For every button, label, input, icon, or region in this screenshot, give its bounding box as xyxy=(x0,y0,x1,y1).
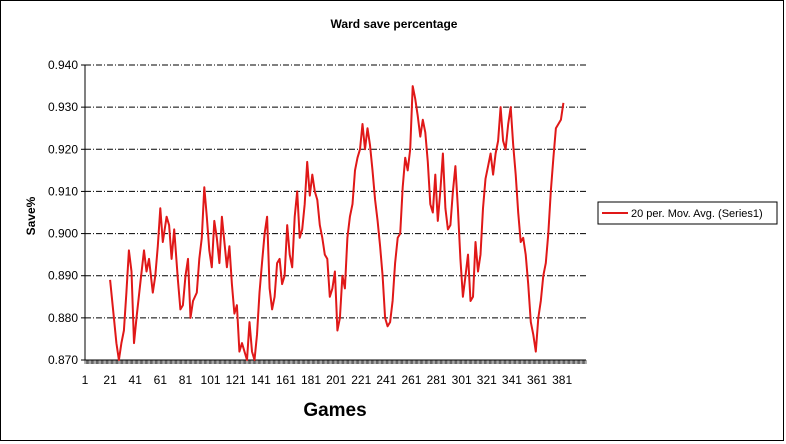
x-tick-label: 361 xyxy=(527,373,547,387)
x-tick-label: 81 xyxy=(179,373,193,387)
chart-title: Ward save percentage xyxy=(331,17,458,31)
x-tick-label: 161 xyxy=(276,373,296,387)
x-tick-label: 21 xyxy=(103,373,117,387)
x-tick-label: 321 xyxy=(477,373,497,387)
legend-box xyxy=(597,201,778,225)
legend-label: 20 per. Mov. Avg. (Series1) xyxy=(631,208,763,220)
x-tick-label: 261 xyxy=(401,373,421,387)
y-axis-label: Save% xyxy=(24,196,38,235)
x-tick-label: 221 xyxy=(351,373,371,387)
y-tick-label: 0.940 xyxy=(48,58,78,72)
series-layer xyxy=(109,85,565,361)
y-tick-label: 0.870 xyxy=(48,353,78,367)
x-tick-label: 281 xyxy=(427,373,447,387)
y-tick-label: 0.890 xyxy=(48,269,78,283)
y-axis: 0.870 0.880 0.890 0.900 0.910 0.920 0.930 0.940 xyxy=(48,58,86,367)
legend: 20 per. Mov. Avg. (Series1) xyxy=(597,201,778,225)
x-tick-label: 1 xyxy=(82,373,89,387)
x-axis-label: Games xyxy=(303,400,366,421)
x-tick-label: 41 xyxy=(129,373,143,387)
x-tick-label: 141 xyxy=(251,373,271,387)
y-tick-label: 0.910 xyxy=(48,184,78,198)
x-axis: 1 21 41 61 81 101 121 141 161 181 201 221 241 261 281 3… xyxy=(82,359,587,387)
series-line xyxy=(109,85,565,361)
x-tick-label: 61 xyxy=(154,373,168,387)
y-tick-label: 0.930 xyxy=(48,100,78,114)
x-tick-label: 181 xyxy=(301,373,321,387)
x-tick-label: 241 xyxy=(376,373,396,387)
x-tick-label: 341 xyxy=(502,373,522,387)
y-tick-label: 0.920 xyxy=(48,142,78,156)
x-tick-label: 121 xyxy=(226,373,246,387)
y-tick-label: 0.900 xyxy=(48,227,78,241)
y-tick-label: 0.880 xyxy=(48,311,78,325)
x-tick-label: 381 xyxy=(552,373,572,387)
x-tick-label: 201 xyxy=(326,373,346,387)
x-tick-label: 101 xyxy=(201,373,221,387)
x-tick-label: 301 xyxy=(452,373,472,387)
